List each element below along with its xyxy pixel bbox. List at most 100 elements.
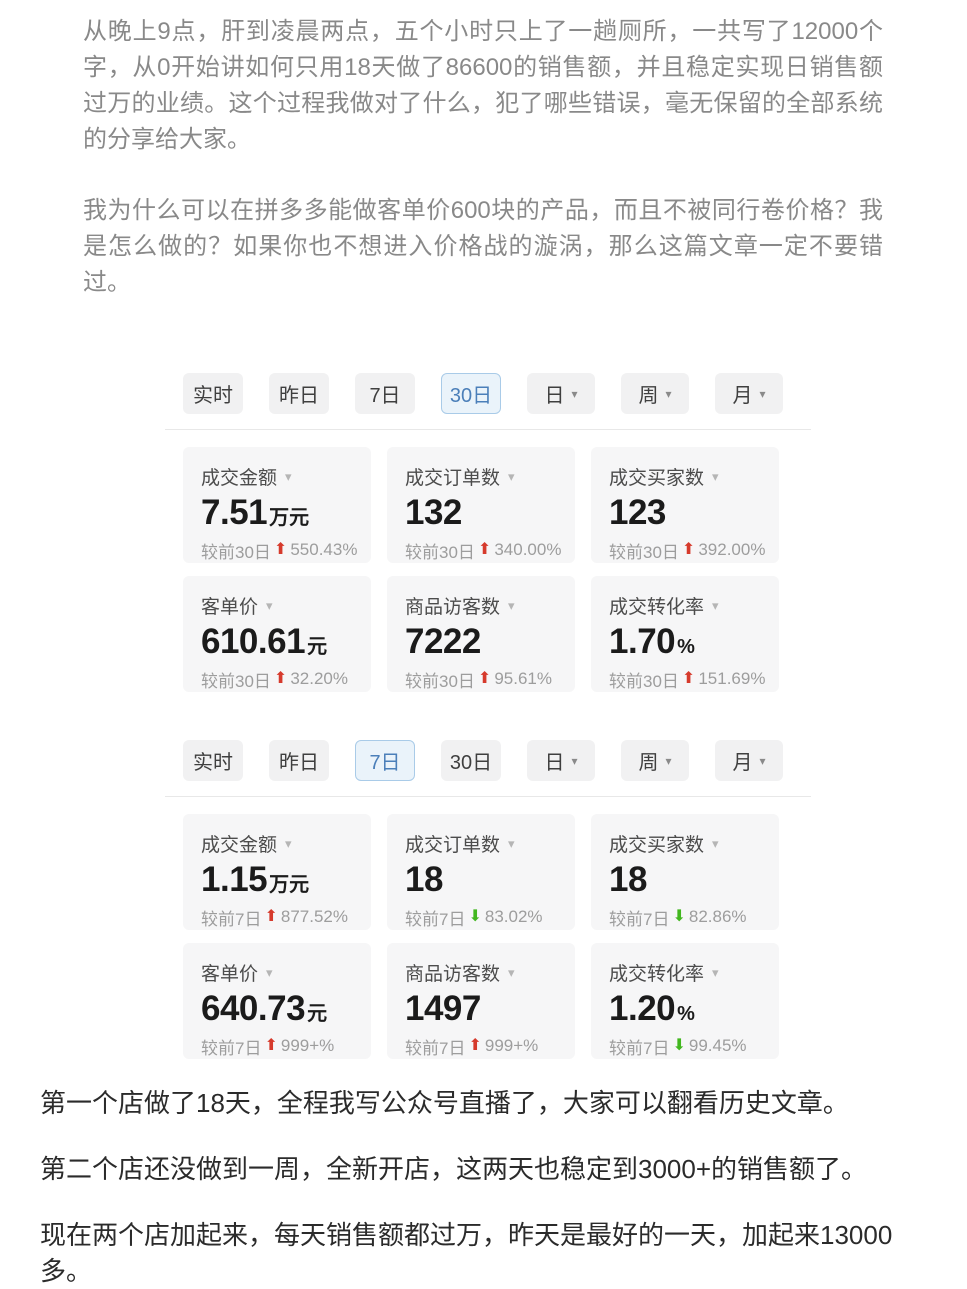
tab-label: 昨日 xyxy=(279,385,319,407)
chevron-down-icon: ▾ xyxy=(266,597,273,613)
trend-down-icon: ⬇ xyxy=(672,1037,686,1054)
chevron-down-icon: ▾ xyxy=(571,753,578,768)
stat-unit: 元 xyxy=(307,636,328,658)
stat-metric-selector[interactable]: 商品访客数 ▾ xyxy=(405,592,567,619)
tab-realtime[interactable]: 实时 xyxy=(183,740,243,781)
stat-metric-selector[interactable]: 成交订单数 ▾ xyxy=(405,830,567,857)
stat-label: 商品访客数 xyxy=(405,597,501,618)
stat-value: 1497 xyxy=(405,989,481,1028)
tab-day-dropdown[interactable]: 日 ▾ xyxy=(527,373,595,414)
stat-compare: 较前30日 ⬆ 392.00% xyxy=(609,538,771,563)
chevron-down-icon: ▾ xyxy=(285,835,292,851)
compare-period: 较前7日 xyxy=(405,909,466,929)
compare-percent: 83.02% xyxy=(484,907,543,926)
trend-down-icon: ⬇ xyxy=(468,908,482,925)
stat-compare: 较前30日 ⬆ 32.20% xyxy=(201,667,363,692)
stat-card-conversion-rate: 成交转化率 ▾ 1.70% 较前30日 ⬆ 151.69% xyxy=(591,576,779,692)
trend-down-icon: ⬇ xyxy=(672,908,686,925)
compare-percent: 82.86% xyxy=(688,907,747,926)
divider xyxy=(165,429,811,430)
stat-label: 成交买家数 xyxy=(609,468,705,489)
stat-metric-selector[interactable]: 成交订单数 ▾ xyxy=(405,463,567,490)
tab-30days[interactable]: 30日 xyxy=(441,373,501,414)
trend-up-icon: ⬆ xyxy=(477,670,492,687)
stat-value: 1.70% xyxy=(609,622,695,661)
chevron-down-icon: ▾ xyxy=(285,468,292,484)
tab-month-dropdown[interactable]: 月 ▾ xyxy=(715,373,783,414)
tab-label: 7日 xyxy=(369,385,401,407)
compare-period: 较前30日 xyxy=(405,542,475,562)
tab-day-dropdown[interactable]: 日 ▾ xyxy=(527,740,595,781)
stat-card-transaction-amount: 成交金额 ▾ 7.51 万元 较前30日 ⬆ 550.43% xyxy=(183,447,371,563)
tab-7days[interactable]: 7日 xyxy=(355,740,415,781)
stat-metric-selector[interactable]: 客单价 ▾ xyxy=(201,959,363,986)
date-range-tabs: 实时 昨日 7日 30日 日 ▾ 周 ▾ 月 ▾ xyxy=(183,740,783,781)
tab-month-dropdown[interactable]: 月 ▾ xyxy=(715,740,783,781)
stat-card-avg-order-value: 客单价 ▾ 640.73 元 较前7日 ⬆ 999+% xyxy=(183,943,371,1059)
stat-value: 123 xyxy=(609,493,666,532)
trend-up-icon: ⬆ xyxy=(273,670,288,687)
stat-metric-selector[interactable]: 成交转化率 ▾ xyxy=(609,959,771,986)
stat-card-avg-order-value: 客单价 ▾ 610.61 元 较前30日 ⬆ 32.20% xyxy=(183,576,371,692)
tab-week-dropdown[interactable]: 周 ▾ xyxy=(621,740,689,781)
stat-card-product-visitors: 商品访客数 ▾ 1497 较前7日 ⬆ 999+% xyxy=(387,943,575,1059)
closing-paragraph: 第二个店还没做到一周，全新开店，这两天也稳定到3000+的销售额了。 xyxy=(40,1154,868,1184)
intro-paragraph: 我为什么可以在拼多多能做客单价600块的产品，而且不被同行卷价格？我是怎么做的？… xyxy=(83,197,883,296)
stat-metric-selector[interactable]: 成交金额 ▾ xyxy=(201,830,363,857)
stat-metric-selector[interactable]: 商品访客数 ▾ xyxy=(405,959,567,986)
stat-label: 成交金额 xyxy=(201,468,278,489)
tab-label: 周 xyxy=(638,752,659,774)
chevron-down-icon: ▾ xyxy=(571,386,578,401)
stat-value: 132 xyxy=(405,493,462,532)
closing-paragraph: 现在两个店加起来，每天销售额都过万，昨天是最好的一天，加起来13000多。 xyxy=(40,1220,893,1286)
stat-value: 7222 xyxy=(405,622,481,661)
tab-30days[interactable]: 30日 xyxy=(441,740,501,781)
chevron-down-icon: ▾ xyxy=(665,753,672,768)
tab-label: 周 xyxy=(638,385,659,407)
compare-percent: 550.43% xyxy=(290,540,358,559)
chevron-down-icon: ▾ xyxy=(665,386,672,401)
stat-unit: % xyxy=(677,1003,695,1025)
stat-compare: 较前7日 ⬆ 999+% xyxy=(405,1034,567,1059)
stat-metric-selector[interactable]: 成交买家数 ▾ xyxy=(609,463,771,490)
stat-compare: 较前30日 ⬆ 340.00% xyxy=(405,538,567,563)
tab-label: 实时 xyxy=(193,385,233,407)
trend-up-icon: ⬆ xyxy=(468,1037,482,1054)
trend-up-icon: ⬆ xyxy=(681,670,696,687)
stat-cards-grid: 成交金额 ▾ 7.51 万元 较前30日 ⬆ 550.43% 成交订单数 ▾ 13… xyxy=(183,447,779,692)
stat-label: 成交买家数 xyxy=(609,835,705,856)
stat-label: 成交订单数 xyxy=(405,468,501,489)
chevron-down-icon: ▾ xyxy=(508,597,515,613)
tab-7days[interactable]: 7日 xyxy=(355,373,415,414)
tab-label: 昨日 xyxy=(279,752,319,774)
trend-up-icon: ⬆ xyxy=(273,541,288,558)
tab-label: 月 xyxy=(732,752,753,774)
stat-metric-selector[interactable]: 客单价 ▾ xyxy=(201,592,363,619)
stat-metric-selector[interactable]: 成交买家数 ▾ xyxy=(609,830,771,857)
tab-yesterday[interactable]: 昨日 xyxy=(269,740,329,781)
chevron-down-icon: ▾ xyxy=(266,964,273,980)
compare-period: 较前7日 xyxy=(609,909,670,929)
stat-label: 客单价 xyxy=(201,597,259,618)
tab-label: 日 xyxy=(544,752,565,774)
tab-week-dropdown[interactable]: 周 ▾ xyxy=(621,373,689,414)
closing-paragraph: 第一个店做了18天，全程我写公众号直播了，大家可以翻看历史文章。 xyxy=(40,1088,849,1118)
stat-metric-selector[interactable]: 成交转化率 ▾ xyxy=(609,592,771,619)
stat-label: 商品访客数 xyxy=(405,964,501,985)
stat-unit: 元 xyxy=(307,1003,328,1025)
stat-metric-selector[interactable]: 成交金额 ▾ xyxy=(201,463,363,490)
stat-compare: 较前7日 ⬆ 877.52% xyxy=(201,905,363,930)
tab-yesterday[interactable]: 昨日 xyxy=(269,373,329,414)
compare-percent: 340.00% xyxy=(494,540,562,559)
compare-percent: 32.20% xyxy=(290,669,348,688)
tab-label: 7日 xyxy=(369,752,401,774)
chevron-down-icon: ▾ xyxy=(712,468,719,484)
compare-period: 较前30日 xyxy=(201,542,271,562)
divider xyxy=(165,796,811,797)
tab-label: 实时 xyxy=(193,752,233,774)
tab-label: 月 xyxy=(732,385,753,407)
tab-realtime[interactable]: 实时 xyxy=(183,373,243,414)
compare-percent: 99.45% xyxy=(688,1036,747,1055)
stat-value: 1.15 万元 xyxy=(201,860,310,899)
trend-up-icon: ⬆ xyxy=(477,541,492,558)
